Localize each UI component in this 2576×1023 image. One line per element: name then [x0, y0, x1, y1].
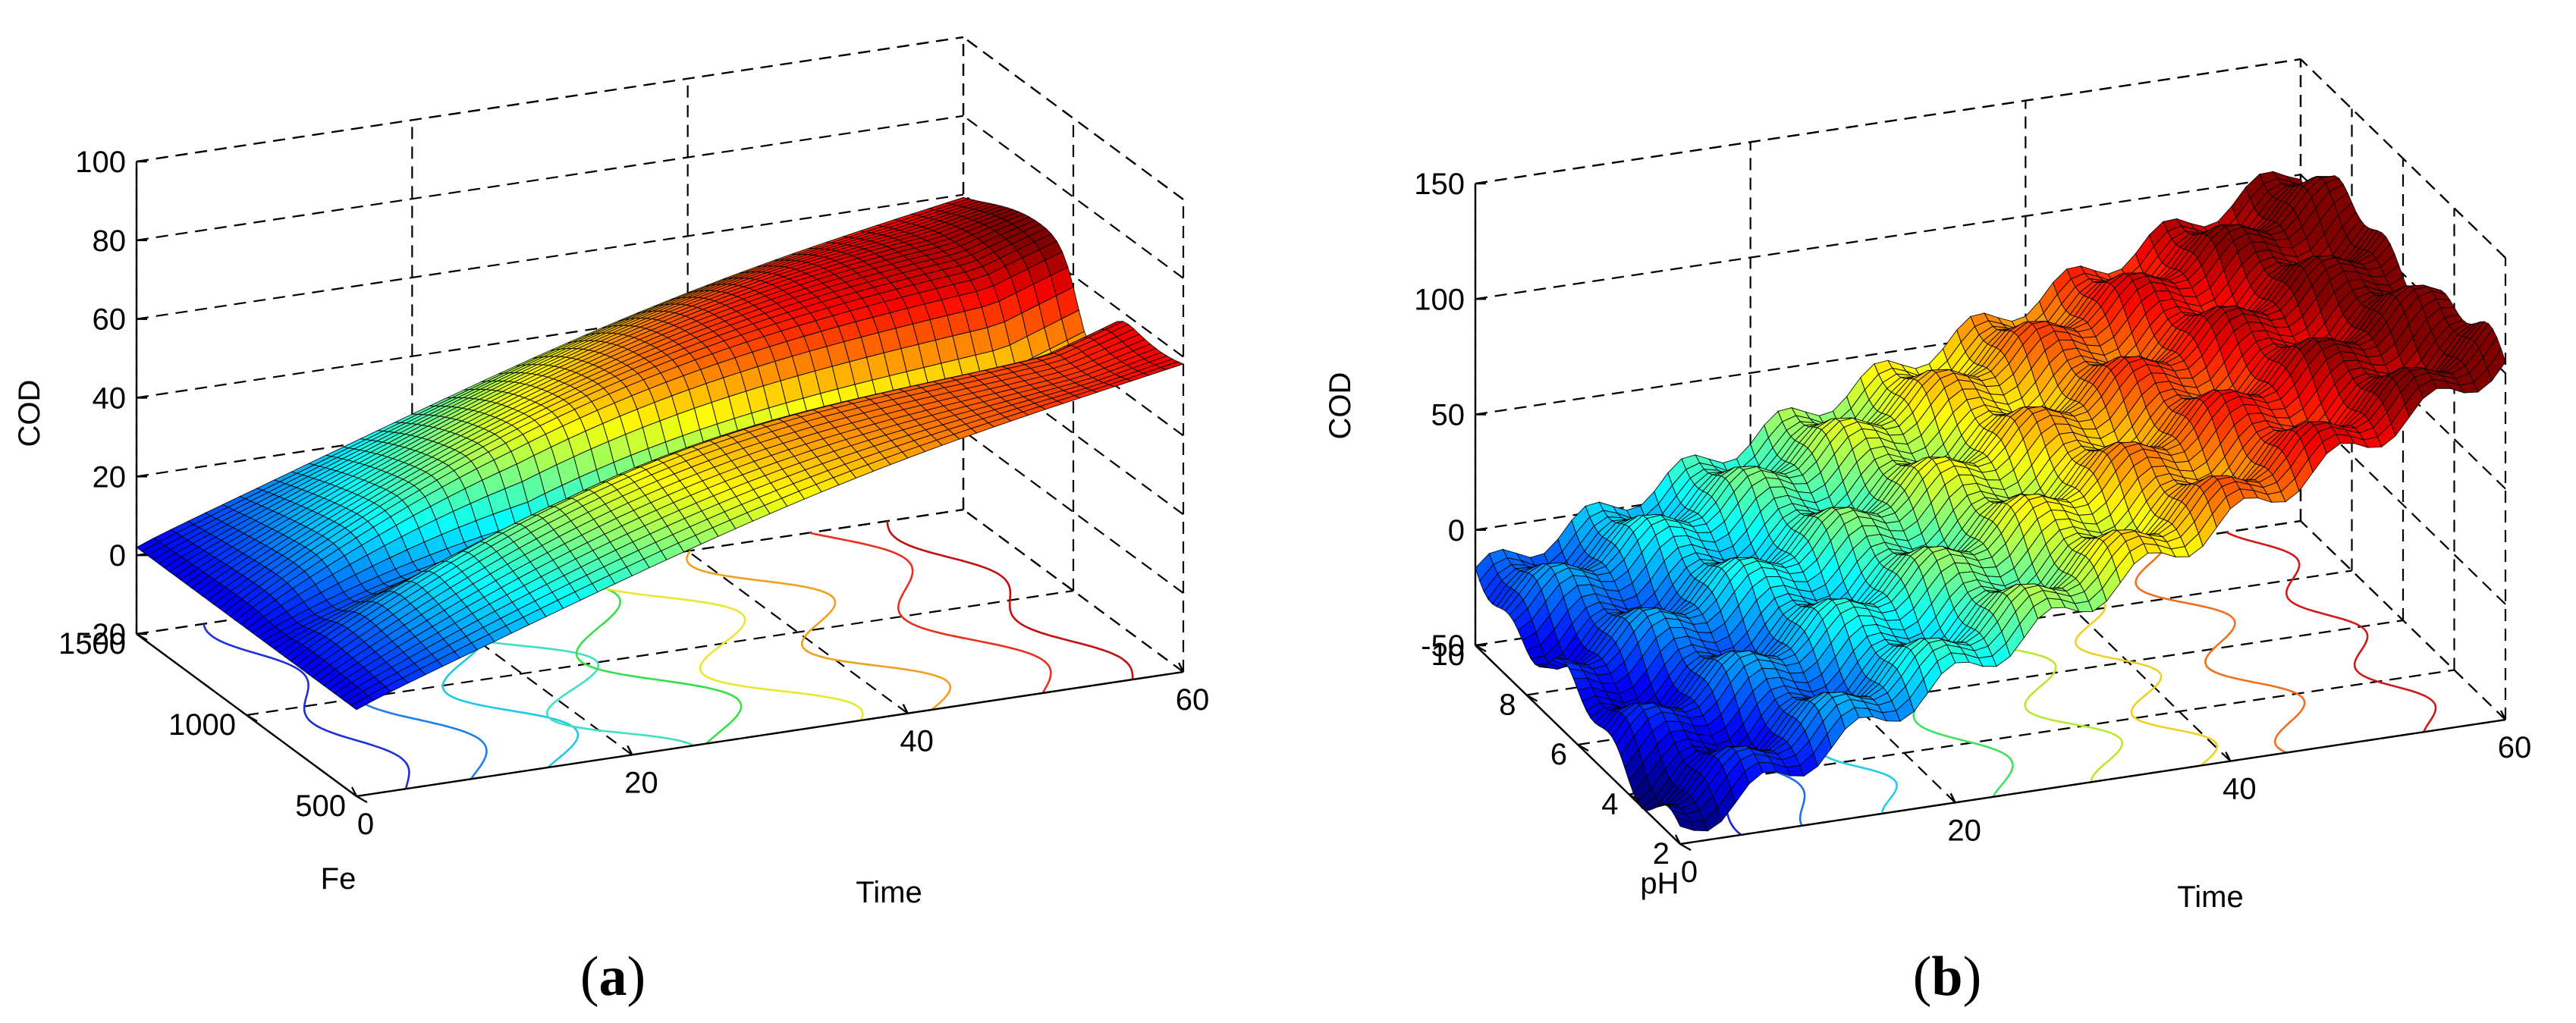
a-gridline-z: [136, 193, 964, 320]
a-x-axis-label: Time: [856, 876, 922, 909]
a-z-tick-label: 20: [93, 460, 127, 494]
b-z-axis-label: COD: [1324, 372, 1357, 440]
a-surface: [136, 196, 1185, 711]
b-y-tick-label: 4: [1601, 788, 1618, 821]
a-floor-contour: [531, 573, 743, 745]
a-floor-contour: [581, 566, 864, 721]
a-y-tick: [246, 714, 258, 723]
a-x-tick-label: 40: [900, 725, 934, 758]
panel-a-label: (a): [580, 946, 646, 1008]
a-gridline-x-floor: [687, 550, 909, 714]
a-x-tick-label: 60: [1176, 683, 1210, 717]
a-x-tick-label: 20: [624, 766, 658, 799]
a-gridline-z: [136, 115, 964, 241]
a-z-tick-label: 80: [93, 224, 127, 258]
a-floor-contour: [686, 550, 952, 711]
b-z-tick-label: 50: [1431, 399, 1465, 432]
a-gridline-z: [136, 36, 964, 163]
a-z-tick-label: 0: [109, 539, 126, 573]
b-y-tick-label: 2: [1653, 837, 1670, 871]
a-y-tick-label: 1000: [168, 708, 236, 742]
panel-b-label: (b): [1913, 946, 1981, 1008]
b-z-tick-label: 0: [1448, 514, 1465, 548]
a-z-tick-label: 60: [93, 303, 127, 337]
a-floor-contour: [809, 532, 1052, 694]
b-floor-contour: [2226, 531, 2437, 733]
a-y-tick-label: 1500: [58, 627, 126, 661]
b-z-tick-label: 150: [1414, 168, 1465, 201]
b-floor-contour: [2135, 541, 2306, 754]
a-x-tick-label: 0: [357, 808, 374, 841]
a-gridline-z: [963, 115, 1184, 279]
b-x-tick-label: 60: [2498, 731, 2532, 764]
b-x-axis-label: Time: [2177, 880, 2243, 914]
a-y-tick: [356, 795, 368, 804]
a-z-axis-label: COD: [13, 380, 46, 447]
b-y-tick-label: 6: [1550, 738, 1567, 771]
a-gridline-z: [963, 430, 1184, 595]
b-y-tick: [1679, 843, 1692, 852]
a-y-axis-label: Fe: [321, 862, 357, 896]
a-gridline-z: [963, 36, 1184, 200]
b-y-axis-label: pH: [1640, 867, 1679, 900]
b-y-tick-label: 8: [1499, 689, 1516, 722]
b-gridline-z: [1475, 58, 2301, 185]
a-z-tick-label: 100: [75, 146, 126, 179]
b-x-tick-label: 20: [1947, 814, 1981, 847]
a-y-tick-label: 500: [295, 789, 346, 823]
a-z-tick-label: 40: [93, 382, 127, 416]
a-gridline-x-floor: [963, 509, 1184, 673]
b-x-tick-label: 40: [2223, 773, 2257, 806]
b-x-tick-label: 0: [1681, 855, 1698, 889]
b-y-tick-label: 10: [1431, 639, 1465, 672]
b-surface: [1475, 171, 2506, 832]
a-floor-contour: [203, 623, 410, 789]
panel-a-chart: -20020406080100020406050010001500CODTime…: [13, 36, 1210, 909]
b-z-tick-label: 100: [1414, 283, 1465, 316]
a-floor-contour: [886, 521, 1134, 680]
